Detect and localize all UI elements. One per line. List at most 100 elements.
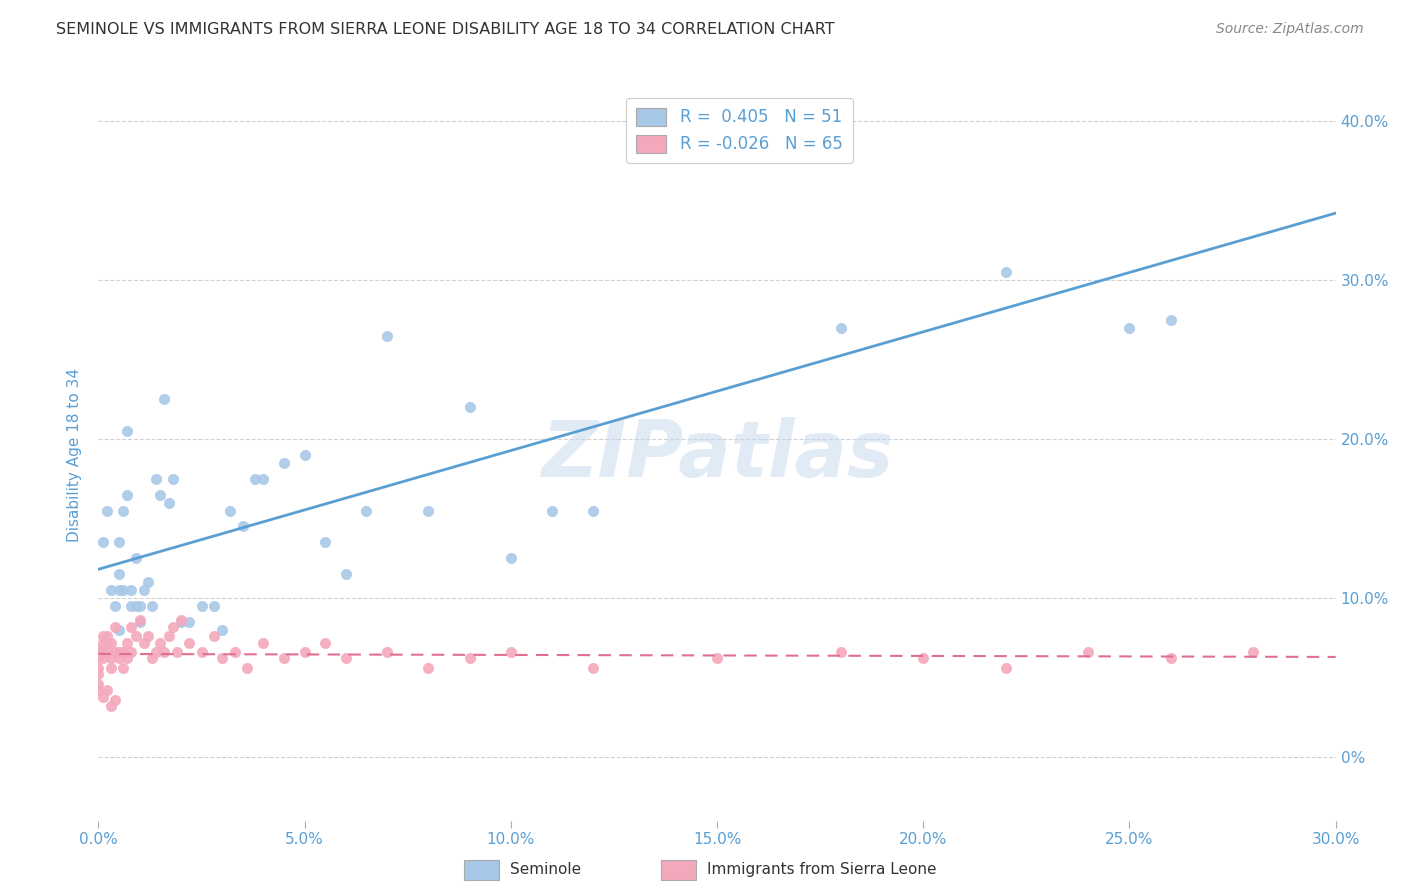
Point — [1241, 645, 1264, 659]
Point — [179, 635, 201, 649]
Point — [91, 535, 114, 549]
Point — [108, 583, 131, 598]
Point — [994, 265, 1017, 279]
Point — [141, 651, 163, 665]
Point — [994, 661, 1017, 675]
Text: ZIPatlas: ZIPatlas — [541, 417, 893, 493]
Text: Immigrants from Sierra Leone: Immigrants from Sierra Leone — [707, 863, 936, 877]
Point — [117, 651, 139, 665]
Point — [211, 651, 233, 665]
Point — [236, 661, 259, 675]
Point — [1160, 651, 1182, 665]
Point — [314, 535, 336, 549]
Point — [499, 551, 522, 566]
Point — [145, 472, 167, 486]
Point — [87, 677, 110, 691]
Point — [108, 651, 131, 665]
Point — [91, 629, 114, 643]
Point — [190, 599, 212, 613]
Point — [91, 651, 114, 665]
Point — [100, 583, 122, 598]
Text: Seminole: Seminole — [510, 863, 582, 877]
Point — [458, 651, 481, 665]
Point — [96, 635, 118, 649]
Point — [190, 645, 212, 659]
Point — [166, 645, 188, 659]
Point — [170, 615, 193, 629]
Point — [273, 651, 295, 665]
Point — [120, 583, 142, 598]
Point — [87, 661, 110, 675]
Point — [96, 645, 118, 659]
Point — [273, 456, 295, 470]
Point — [96, 629, 118, 643]
Point — [132, 583, 155, 598]
Point — [219, 503, 242, 517]
Point — [87, 651, 110, 665]
Point — [706, 137, 728, 152]
Point — [100, 635, 122, 649]
Point — [108, 535, 131, 549]
Point — [104, 599, 127, 613]
Point — [104, 645, 127, 659]
Point — [211, 623, 233, 637]
Point — [356, 503, 378, 517]
Point — [128, 599, 150, 613]
Point — [252, 635, 274, 649]
Point — [128, 613, 150, 627]
Point — [314, 635, 336, 649]
Point — [243, 472, 266, 486]
Point — [120, 620, 142, 634]
Point — [108, 623, 131, 637]
Point — [91, 645, 114, 659]
Point — [252, 472, 274, 486]
Point — [124, 629, 146, 643]
Point — [582, 661, 605, 675]
Point — [149, 635, 172, 649]
Point — [335, 567, 357, 582]
Point — [136, 629, 159, 643]
Point — [153, 392, 176, 407]
Point — [145, 645, 167, 659]
Point — [124, 551, 146, 566]
Point — [157, 495, 180, 509]
Point — [100, 699, 122, 714]
Point — [157, 629, 180, 643]
Point — [96, 503, 118, 517]
Point — [830, 320, 852, 334]
Point — [128, 615, 150, 629]
Point — [104, 620, 127, 634]
Point — [87, 667, 110, 681]
Point — [112, 503, 135, 517]
Point — [706, 651, 728, 665]
Point — [153, 645, 176, 659]
Point — [100, 651, 122, 665]
Point — [87, 683, 110, 698]
Point — [170, 613, 193, 627]
Point — [117, 424, 139, 438]
Point — [132, 635, 155, 649]
Point — [104, 693, 127, 707]
Text: Source: ZipAtlas.com: Source: ZipAtlas.com — [1216, 22, 1364, 37]
Point — [87, 641, 110, 656]
Point — [294, 448, 316, 462]
Point — [1118, 320, 1140, 334]
Point — [830, 645, 852, 659]
Point — [162, 472, 184, 486]
Text: SEMINOLE VS IMMIGRANTS FROM SIERRA LEONE DISABILITY AGE 18 TO 34 CORRELATION CHA: SEMINOLE VS IMMIGRANTS FROM SIERRA LEONE… — [56, 22, 835, 37]
Point — [149, 488, 172, 502]
Point — [91, 690, 114, 704]
Point — [224, 645, 246, 659]
Point — [375, 645, 398, 659]
Point — [1160, 312, 1182, 326]
Point — [541, 503, 564, 517]
Point — [1077, 645, 1099, 659]
Point — [232, 519, 254, 533]
Point — [120, 599, 142, 613]
Y-axis label: Disability Age 18 to 34: Disability Age 18 to 34 — [67, 368, 83, 542]
Point — [582, 503, 605, 517]
Point — [100, 661, 122, 675]
Point — [108, 645, 131, 659]
Point — [375, 328, 398, 343]
Point — [418, 661, 440, 675]
